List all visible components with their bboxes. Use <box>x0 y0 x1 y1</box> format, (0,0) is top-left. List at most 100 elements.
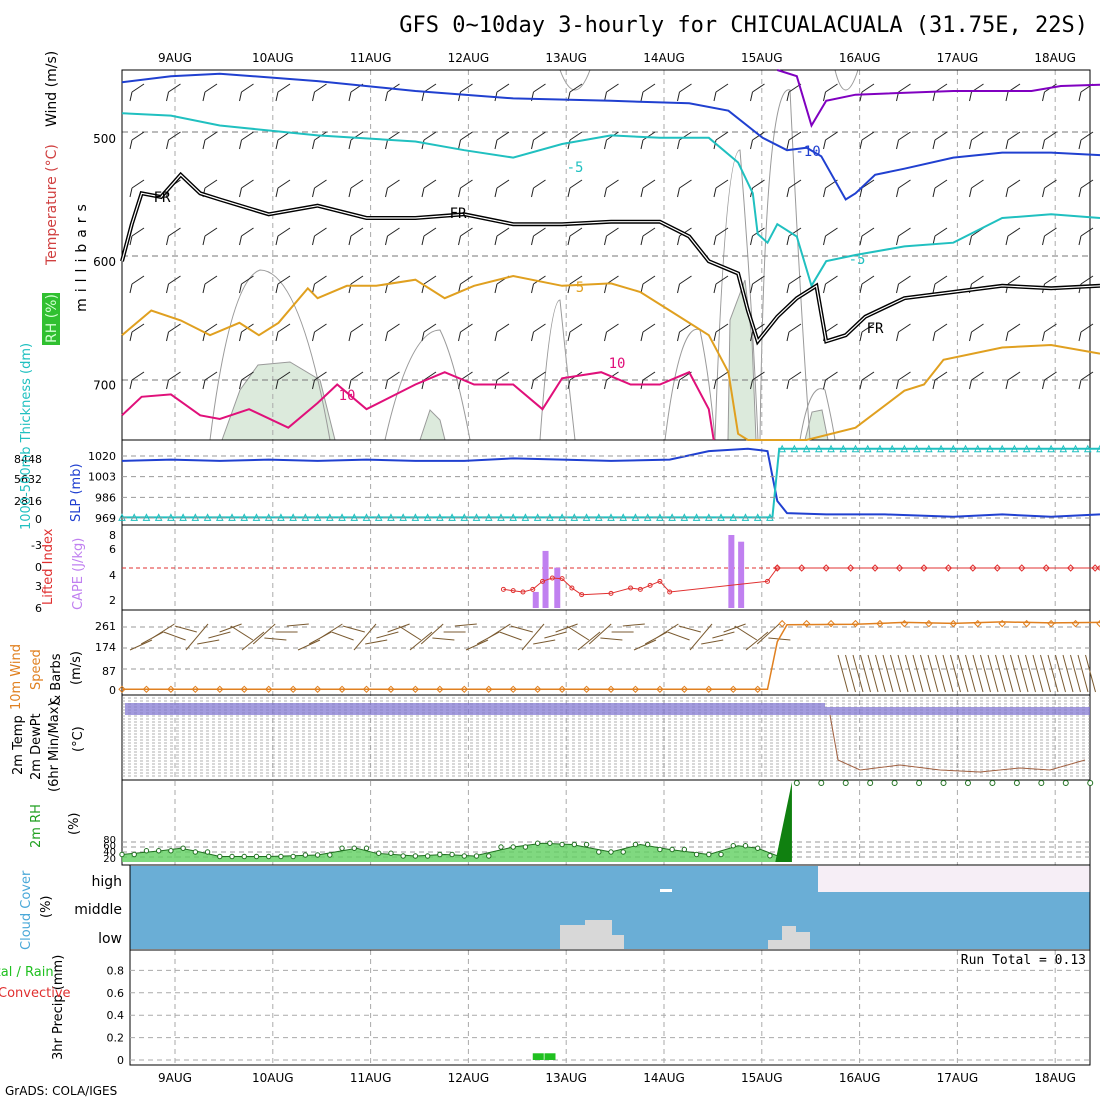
surface-wind-barb <box>897 654 909 693</box>
wind-barb <box>239 227 254 246</box>
thickness-tick-label: 0 <box>35 513 42 526</box>
thickness-axis-label: 1000-500mb Thickness (dm) <box>19 343 34 530</box>
thickness-marker <box>118 513 126 521</box>
temp-axis-label-group2: 2m DewPt <box>29 713 44 780</box>
wind-speed-marker <box>705 685 713 693</box>
top-date-label: 10AUG <box>252 51 294 65</box>
thickness-marker <box>167 513 175 521</box>
rh-spike <box>775 782 792 862</box>
surface-wind-barb <box>555 623 578 633</box>
surface-wind-barb <box>837 654 849 693</box>
isotherm-line <box>121 72 1100 201</box>
temp2m-label: 2m Temp <box>11 715 26 775</box>
lifted-index-marker <box>608 590 614 596</box>
wind-barb <box>1078 83 1094 102</box>
thickness-marker <box>802 444 811 453</box>
cape-bar <box>728 535 735 608</box>
wind-barb <box>1078 131 1094 150</box>
surface-wind-barb <box>600 637 623 641</box>
wind-barb <box>859 179 875 198</box>
top-date-label: 16AUG <box>839 51 881 65</box>
surface-wind-barb <box>920 654 931 693</box>
lifted-index-marker <box>500 586 506 592</box>
wind-speed-marker <box>167 685 175 693</box>
wind-speed-marker <box>142 685 151 693</box>
wind-barb <box>275 131 291 150</box>
surface-wind-barb <box>1017 654 1029 693</box>
thickness-marker <box>1047 444 1055 453</box>
wind-barb <box>932 179 948 198</box>
surface-wind-barb <box>882 654 894 693</box>
dewpoint-line <box>829 714 1086 773</box>
wind-barb <box>969 371 984 390</box>
thickness-marker <box>191 513 200 521</box>
wind-speed-marker <box>264 685 273 693</box>
wind-barb <box>713 131 729 150</box>
wind-speed-marker <box>876 619 884 628</box>
wind-barb <box>969 179 984 198</box>
cape-axis-label: CAPE (J/kg) <box>71 538 86 610</box>
rh-marker <box>730 843 736 849</box>
wind-speed-marker <box>216 685 224 693</box>
cloud-level-label: low <box>98 931 122 947</box>
thickness-marker <box>533 513 542 521</box>
lifted-index-marker <box>1018 564 1026 572</box>
wind-barb <box>239 371 254 390</box>
wind-speed-marker <box>338 685 346 693</box>
rh-marker <box>571 841 578 848</box>
thickness-marker <box>692 513 701 521</box>
rh-tick-label: 60 <box>103 841 116 852</box>
wind-barb <box>786 323 802 342</box>
wind-speed-marker <box>485 685 493 693</box>
precip-tick-label: 0.2 <box>107 1032 125 1045</box>
thickness-marker <box>472 513 481 521</box>
wind-barb <box>385 323 400 342</box>
rh-contour <box>384 329 471 441</box>
bottom-date-label: 16AUG <box>839 1071 881 1085</box>
wind10m-label: 10m Wind <box>9 644 24 710</box>
wind-barb <box>859 275 875 294</box>
rh-tick-label: 20 <box>103 854 116 865</box>
rh-marker <box>388 850 394 856</box>
cloud-axis-label-group2: (%) <box>39 896 54 919</box>
rh-marker <box>534 840 541 846</box>
contour-label: FR <box>154 190 171 206</box>
rh-marker <box>400 853 406 859</box>
wind-speed-marker <box>240 685 248 693</box>
wind-barb <box>458 227 473 246</box>
wind10m-speed-label: Speed <box>29 649 44 690</box>
lifted-index-marker <box>579 592 585 598</box>
wind-tick-label: 0 <box>109 684 116 697</box>
surface-wind-barb <box>544 631 567 639</box>
wind-barb <box>1078 227 1094 246</box>
thickness-marker <box>973 444 982 453</box>
rh-marker <box>241 853 247 860</box>
contour-label: -5 <box>567 160 584 176</box>
thickness-marker <box>998 444 1007 453</box>
wind-barb <box>677 179 692 198</box>
lifted-index-marker <box>569 585 575 591</box>
surface-wind-barb <box>488 623 511 639</box>
rh-marker <box>1013 780 1020 786</box>
wind-barb <box>859 131 875 150</box>
surface-wind-barb <box>1002 654 1014 693</box>
thickness-marker <box>558 513 566 521</box>
surface-wind-barb <box>465 639 489 651</box>
rh-axis-label: RH (%) <box>44 294 60 343</box>
surface-wind-barb <box>950 654 961 693</box>
thickness-marker <box>142 513 151 521</box>
wind-barb <box>1078 323 1094 342</box>
wind-barb <box>750 131 765 150</box>
wind-barb <box>932 371 948 390</box>
rh-contour <box>559 69 591 91</box>
wind-barb <box>750 227 765 246</box>
rh-marker <box>363 845 370 851</box>
surface-wind-barb <box>1010 654 1021 693</box>
wind-barb <box>1042 323 1057 342</box>
wind-barb <box>859 227 875 246</box>
rh-marker <box>412 853 419 859</box>
surface-wind-barb <box>860 654 871 693</box>
lifted-index-marker <box>647 582 653 588</box>
rh-marker <box>143 848 150 854</box>
thickness-marker <box>154 513 163 521</box>
